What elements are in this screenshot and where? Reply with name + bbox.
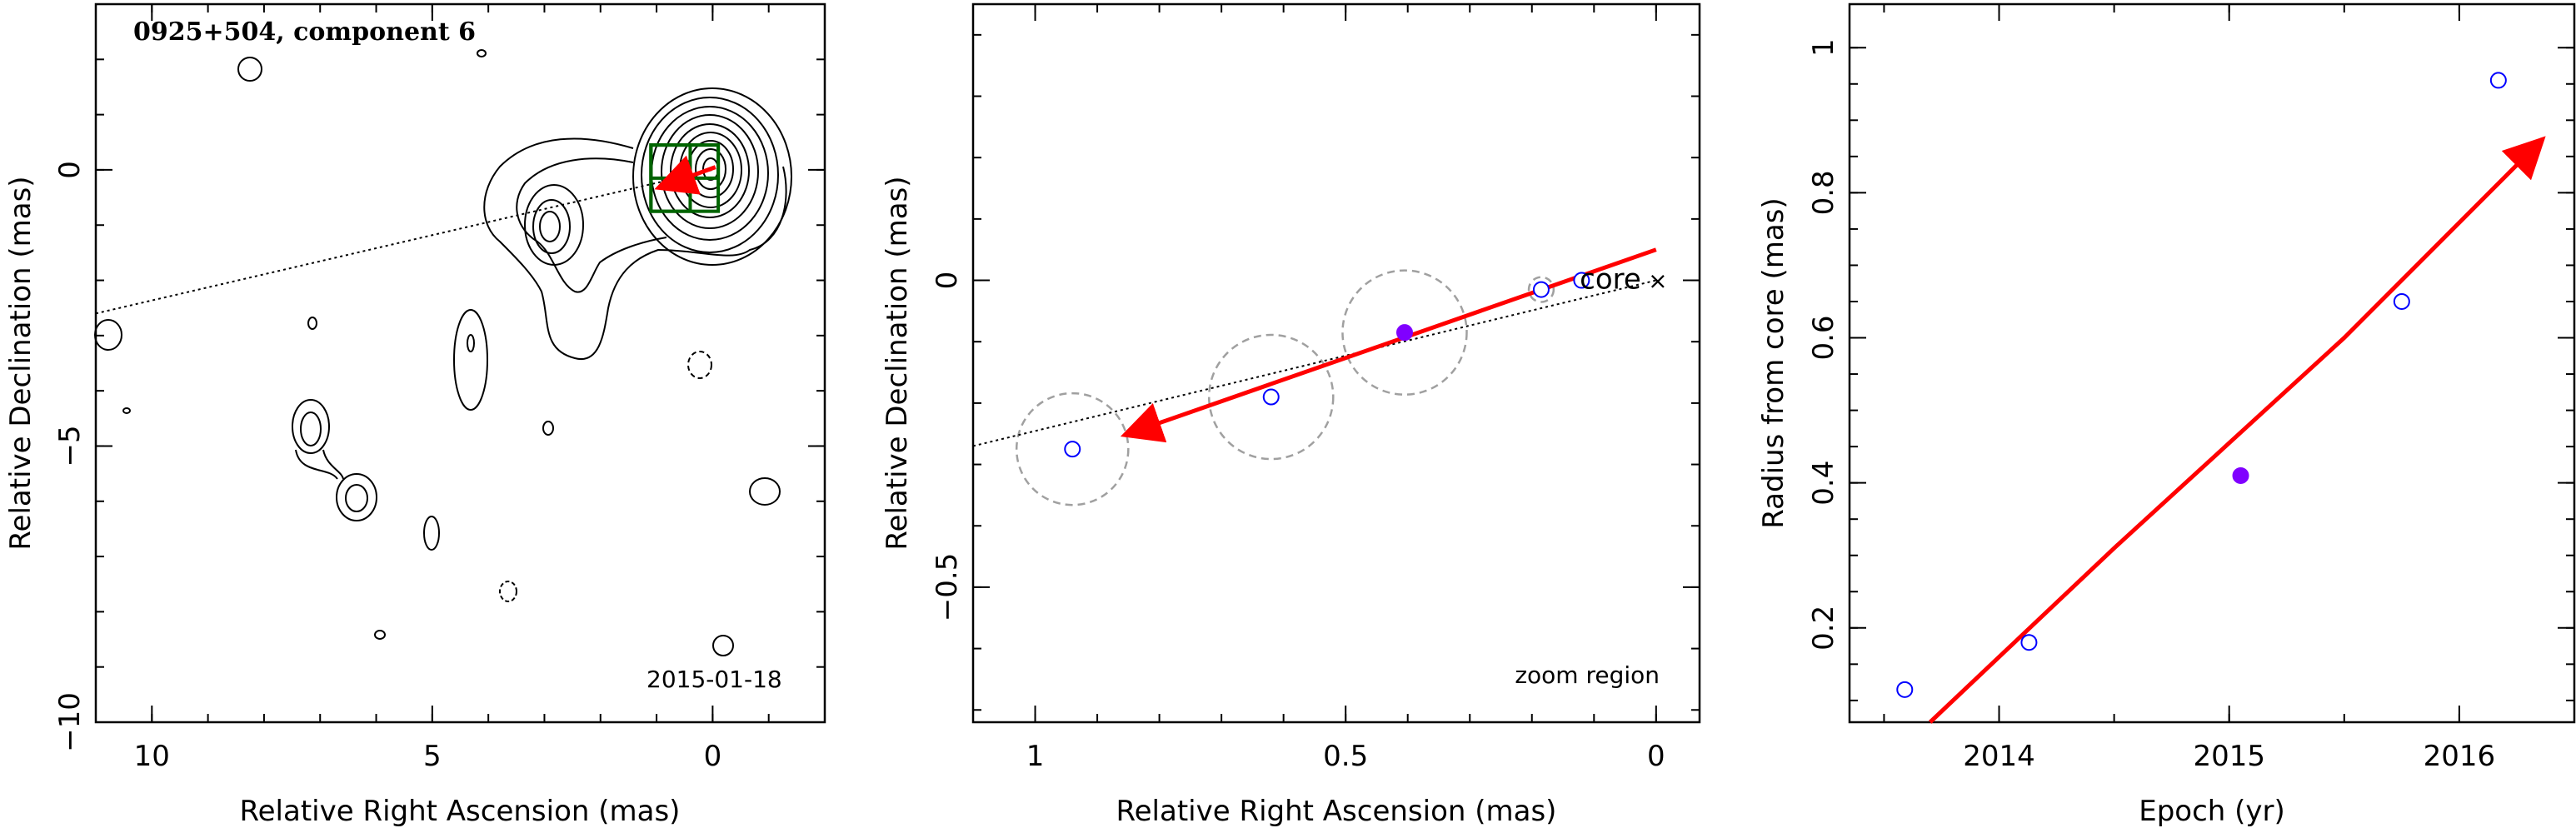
contour-blob-j <box>336 473 377 521</box>
contour-blob-i <box>300 412 322 446</box>
contour-core-3 <box>651 106 769 241</box>
x-tick-label: 1 <box>1026 740 1045 773</box>
y-tick-label: 0.6 <box>1807 315 1840 360</box>
contour-blob-r <box>712 635 734 656</box>
panel3-xlabel: Epoch (yr) <box>2139 795 2285 828</box>
data-point <box>2020 634 2038 651</box>
filled-data-point <box>2232 466 2249 484</box>
panel3-frame <box>1848 2 2576 724</box>
core-label: core <box>1580 263 1641 297</box>
contour-knot-2 <box>532 199 571 254</box>
y-tick-label: 0.4 <box>1807 461 1840 506</box>
radius-epoch-panel: 2014 2015 2016 0.2 0.4 0.6 0.8 1 Epoch (yr) Rad… <box>1757 2 2576 828</box>
contour-blob-a <box>237 57 262 82</box>
contour-blob-g <box>122 407 131 414</box>
velocity-arrow <box>654 155 716 195</box>
map-title: 0925+504, component 6 <box>133 17 476 47</box>
contour-blob-q <box>374 630 386 640</box>
panel1-ylabel: Relative Declination (mas) <box>4 176 37 550</box>
panel1-overlay <box>95 143 721 315</box>
core-marker: × <box>1648 267 1667 295</box>
contour-bridge <box>295 449 344 480</box>
panel2-ylabel: Relative Declination (mas) <box>881 176 914 550</box>
contour-blob-p <box>499 581 517 602</box>
zoom-region-label: zoom region <box>1515 661 1660 689</box>
data-point <box>1573 272 1590 289</box>
contour-blob-f <box>467 334 475 352</box>
x-tick-label: 0 <box>704 740 722 773</box>
error-circle <box>1341 269 1468 396</box>
fit-arrow <box>1928 136 2546 724</box>
panel1-ticks: 10 5 0 0 −5 −10 <box>53 4 825 773</box>
contour-blob-k <box>345 484 368 512</box>
contour-blob-o <box>423 516 440 551</box>
data-point <box>2489 72 2507 89</box>
contour-blob-b <box>477 49 487 57</box>
contour-blob-m <box>687 351 712 379</box>
map-date: 2015-01-18 <box>646 666 782 693</box>
x-tick-label: 0.5 <box>1323 740 1368 773</box>
panel2-overlay: core × <box>972 247 1668 506</box>
x-tick-label: 0 <box>1647 740 1665 773</box>
y-tick-label: −5 <box>53 425 87 466</box>
y-tick-label: −0.5 <box>931 553 964 622</box>
panel2-xlabel: Relative Right Ascension (mas) <box>1116 795 1557 828</box>
y-tick-label: 0.8 <box>1807 170 1840 215</box>
x-tick-label: 2015 <box>2193 740 2265 773</box>
data-point <box>1532 281 1550 298</box>
error-circle <box>1207 333 1335 461</box>
y-tick-label: −10 <box>53 692 87 752</box>
contour-knot-3 <box>539 211 561 242</box>
contour-core-2 <box>641 97 779 253</box>
contour-blob-h <box>292 399 330 454</box>
data-point <box>2393 292 2410 310</box>
panel3-ylabel: Radius from core (mas) <box>1757 197 1790 528</box>
contour-blob-l <box>542 421 554 436</box>
y-tick-label: 0 <box>931 272 964 290</box>
contour-blob-d <box>307 317 317 330</box>
contour-blob-n <box>749 477 781 506</box>
data-point <box>1262 388 1280 406</box>
error-circle <box>1527 276 1555 303</box>
panel2-ticks: 1 0.5 0 0 −0.5 <box>931 4 1700 773</box>
trajectory-line <box>95 168 713 315</box>
x-tick-label: 2016 <box>2424 740 2496 773</box>
error-circle <box>1015 392 1130 506</box>
y-tick-label: 1 <box>1807 38 1840 57</box>
x-tick-label: 10 <box>134 740 170 773</box>
contour-jet-2 <box>516 157 667 293</box>
contour-map-panel: 10 5 0 0 −5 −10 <box>4 2 826 828</box>
x-tick-label: 5 <box>423 740 442 773</box>
velocity-arrow <box>1120 247 1657 443</box>
y-tick-label: 0 <box>53 161 87 179</box>
panel3-ticks: 2014 2015 2016 0.2 0.4 0.6 0.8 1 <box>1807 4 2575 773</box>
contour-knot-1 <box>524 184 584 266</box>
zoom-panel: 1 0.5 0 0 −0.5 core × zoom region Relative Ri… <box>881 2 1701 828</box>
data-point <box>1896 681 1914 698</box>
contour-core-1 <box>632 87 792 266</box>
trajectory-line <box>972 279 1657 447</box>
data-point <box>1064 441 1081 458</box>
contour-blob-e <box>453 309 488 411</box>
panel2-frame <box>971 2 1701 724</box>
contour-blob-c <box>94 319 122 351</box>
contour-jet-outer <box>483 137 787 361</box>
radio-contours <box>94 49 792 656</box>
filled-data-point <box>1395 324 1413 342</box>
panel1-xlabel: Relative Right Ascension (mas) <box>240 795 681 828</box>
panel1-frame <box>94 2 826 724</box>
panel3-overlay <box>1896 72 2546 724</box>
y-tick-label: 0.2 <box>1807 606 1840 651</box>
x-tick-label: 2014 <box>1963 740 2035 773</box>
